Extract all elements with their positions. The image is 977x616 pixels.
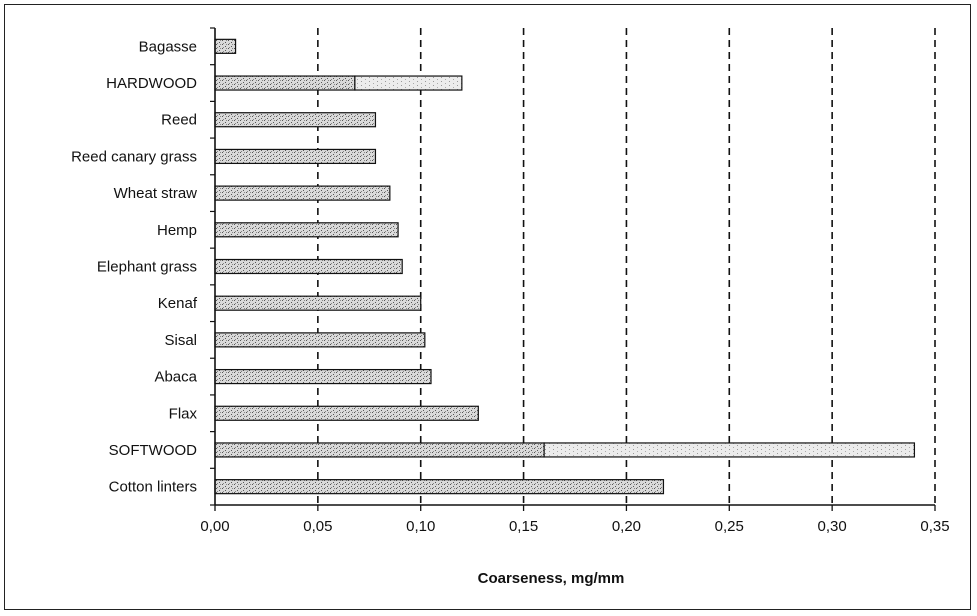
axes <box>210 27 936 511</box>
category-label: HARDWOOD <box>106 75 197 92</box>
category-label: Elephant grass <box>97 259 197 276</box>
bar-sisal <box>214 332 426 348</box>
bars <box>214 38 916 495</box>
category-label: SOFTWOOD <box>109 442 197 459</box>
category-label: Flax <box>169 405 198 422</box>
category-label: Cotton linters <box>109 479 197 496</box>
category-label: Reed <box>161 112 197 129</box>
x-tick-label: 0,05 <box>303 518 332 535</box>
bar-hemp <box>214 222 399 238</box>
bar-wheat-straw <box>214 185 391 201</box>
bar-kenaf <box>214 295 422 311</box>
bar-hardwood <box>214 75 356 91</box>
grid-lines <box>317 28 936 505</box>
x-tick-label: 0,25 <box>715 518 744 535</box>
bar-range-hardwood <box>354 75 463 91</box>
x-axis-title: Coarseness, mg/mm <box>478 570 625 587</box>
bar-cotton-linters <box>214 479 665 495</box>
chart-frame <box>4 4 971 610</box>
x-tick-label: 0,00 <box>200 518 229 535</box>
category-label: Hemp <box>157 222 197 239</box>
labels: 0,00 0,05 0,10 0,15 0,20 0,25 0,30 0,35 Bagasse H… <box>71 38 950 535</box>
bar-softwood <box>214 442 545 458</box>
category-label: Reed canary grass <box>71 148 197 165</box>
bar-elephant-grass <box>214 258 403 275</box>
category-label: Kenaf <box>158 295 198 312</box>
x-tick-label: 0,30 <box>818 518 847 535</box>
bar-reed-canary-grass <box>214 148 377 165</box>
bar-abaca <box>214 368 432 385</box>
bar-bagasse <box>214 38 237 54</box>
x-tick-label: 0,35 <box>920 518 949 535</box>
bar-reed <box>214 112 377 128</box>
x-tick-label: 0,15 <box>509 518 538 535</box>
category-label: Sisal <box>164 332 197 349</box>
category-label: Abaca <box>154 369 197 386</box>
bar-flax <box>214 405 479 421</box>
category-label: Wheat straw <box>114 185 198 202</box>
x-tick-label: 0,20 <box>612 518 641 535</box>
bar-range-softwood <box>543 442 916 458</box>
category-label: Bagasse <box>139 38 197 55</box>
x-tick-label: 0,10 <box>406 518 435 535</box>
